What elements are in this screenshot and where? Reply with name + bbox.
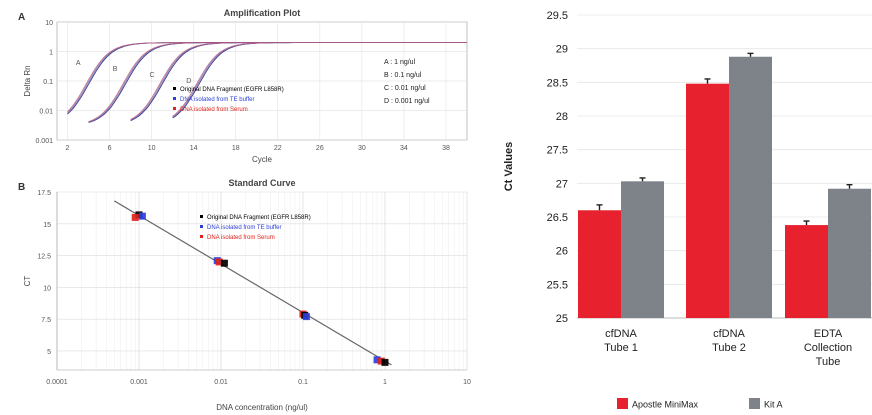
y-tick-label-b: 10 (43, 285, 51, 292)
x-tick-label-b: 1 (383, 379, 387, 386)
y-tick-label-c: 26.5 (547, 212, 568, 224)
bar (578, 210, 621, 318)
legend-marker-b (200, 235, 203, 238)
y-tick-label-c: 26 (556, 246, 568, 258)
x-tick-label-a: 22 (274, 145, 282, 152)
concentration-key-item: A : 1 ng/ul (384, 59, 416, 66)
legend-label-c: Kit A (764, 400, 783, 410)
y-tick-label-b: 5 (47, 349, 51, 356)
bar (621, 181, 664, 318)
legend-label-b: DNA isolated from TE buffer (207, 225, 281, 231)
concentration-key-item: B : 0.1 ng/ul (384, 72, 422, 79)
legend-label-a: Original DNA Fragment (EGFR L858R) (180, 87, 284, 93)
legend-label-a: DNA isolated from Serum (180, 107, 248, 113)
chart-title-b: Standard Curve (228, 178, 295, 188)
category-label: Tube (816, 356, 841, 368)
x-tick-label-b: 0.0001 (46, 379, 68, 386)
legend-swatch-c (749, 398, 760, 409)
data-point-b (373, 356, 381, 364)
y-tick-label-b: 7.5 (41, 317, 51, 324)
curve-label: D (186, 78, 191, 85)
y-axis-label-b: CT (23, 276, 32, 287)
y-tick-label-b: 15 (43, 222, 51, 229)
y-tick-label-c: 27 (556, 178, 568, 190)
x-tick-label-a: 10 (148, 145, 156, 152)
category-label: cfDNA (713, 328, 745, 340)
category-label: EDTA (814, 328, 843, 340)
data-point-b (381, 358, 389, 366)
y-tick-label-c: 28.5 (547, 77, 568, 89)
curve-label: C (150, 72, 155, 79)
y-tick-label-c: 27.5 (547, 145, 568, 157)
data-point-b (215, 258, 223, 266)
y-tick-label-b: 12.5 (37, 254, 51, 261)
y-axis-label-a: Delta Rn (23, 65, 32, 96)
x-tick-label-b: 0.001 (130, 379, 148, 386)
y-tick-label-a: 0.001 (35, 138, 53, 145)
standard-curve: B Standard Curve 5 7.5 10 12.5 15 17.5 0.0001 0.0… (18, 178, 471, 412)
legend-label-a: DNA isolated from TE buffer (180, 97, 254, 103)
y-tick-label-a: 0.01 (39, 109, 53, 116)
y-tick-label-c: 29 (556, 44, 568, 56)
legend-marker-b (200, 215, 203, 218)
legend-label-c: Apostle MiniMax (632, 400, 699, 410)
curve-label: A (76, 60, 81, 67)
legend-label-b: DNA isolated from Serum (207, 235, 275, 241)
category-label: Tube 2 (712, 342, 746, 354)
x-tick-label-a: 18 (232, 145, 240, 152)
y-tick-label-b: 17.5 (37, 190, 51, 197)
x-tick-label-a: 34 (400, 145, 408, 152)
x-tick-label-b: 0.1 (298, 379, 308, 386)
x-tick-label-b: 10 (463, 379, 471, 386)
category-label: Collection (804, 342, 852, 354)
curve-label: B (113, 66, 118, 73)
x-tick-label-a: 6 (108, 145, 112, 152)
y-tick-label-c: 28 (556, 111, 568, 123)
y-tick-label-c: 29.5 (547, 10, 568, 22)
x-tick-label-b: 0.01 (214, 379, 228, 386)
amplification-curve (172, 42, 467, 117)
bar (686, 83, 729, 319)
x-axis-label-a: Cycle (252, 155, 273, 164)
y-tick-label-a: 0.1 (43, 79, 53, 86)
bar (785, 225, 828, 318)
legend-marker-a (173, 97, 176, 100)
legend-swatch-c (617, 398, 628, 409)
amplification-curve-group (172, 42, 467, 119)
category-label: cfDNA (605, 328, 637, 340)
data-point-b (131, 213, 139, 221)
ct-values-chart: 25 25.5 26 26.5 27 27.5 28 28.5 29 29.5 Ct Values c… (503, 10, 872, 410)
x-axis-label-b: DNA concentration (ng/ul) (216, 403, 308, 412)
y-tick-label-c: 25 (556, 313, 568, 325)
bar (828, 188, 871, 318)
x-tick-label-a: 14 (190, 145, 198, 152)
chart-title-a: Amplification Plot (224, 8, 301, 18)
legend-label-b: Original DNA Fragment (EGFR L858R) (207, 215, 311, 221)
data-point-b (220, 259, 228, 267)
legend-marker-b (200, 225, 203, 228)
y-axis-label-c: Ct Values (503, 142, 515, 192)
legend-marker-a (173, 87, 176, 90)
x-tick-label-a: 38 (442, 145, 450, 152)
concentration-key-item: D : 0.001 ng/ul (384, 98, 430, 105)
bar (729, 56, 772, 318)
fit-line (114, 200, 392, 366)
x-tick-label-a: 26 (316, 145, 324, 152)
legend-marker-a (173, 107, 176, 110)
category-label: Tube 1 (604, 342, 638, 354)
panel-label-a: A (18, 12, 25, 23)
data-point-b (138, 212, 146, 220)
y-tick-label-a: 1 (49, 50, 53, 57)
panel-label-b: B (18, 182, 25, 193)
y-tick-label-c: 25.5 (547, 279, 568, 291)
data-point-b (302, 313, 310, 321)
x-tick-label-a: 2 (66, 145, 70, 152)
y-tick-label-a: 10 (45, 20, 53, 27)
data-point-b (377, 357, 385, 365)
x-tick-label-a: 30 (358, 145, 366, 152)
concentration-key-item: C : 0.01 ng/ul (384, 85, 426, 92)
